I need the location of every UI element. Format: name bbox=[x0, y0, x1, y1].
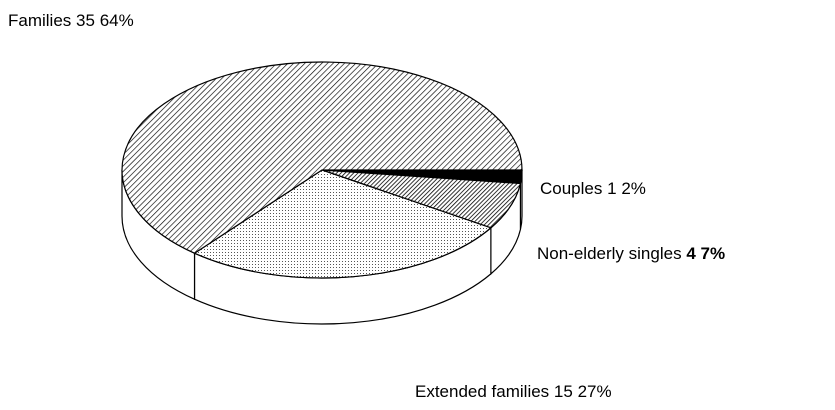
category: Extended families bbox=[415, 382, 549, 401]
slice-label: Extended families 15 27% bbox=[415, 382, 612, 401]
category: Non-elderly singles bbox=[537, 244, 682, 263]
slice-label: Non-elderly singles 4 7% bbox=[537, 244, 725, 263]
percent: 7% bbox=[701, 244, 726, 263]
count: 1 bbox=[607, 179, 616, 198]
pie bbox=[121, 61, 523, 325]
category: Families bbox=[8, 11, 71, 30]
category: Couples bbox=[540, 179, 602, 198]
slice bbox=[193, 169, 493, 279]
slice-label: Couples 1 2% bbox=[540, 179, 646, 198]
percent: 2% bbox=[621, 179, 646, 198]
count: 15 bbox=[554, 382, 573, 401]
count: 35 bbox=[76, 11, 95, 30]
percent: 64% bbox=[100, 11, 134, 30]
count: 4 bbox=[686, 244, 696, 263]
slice bbox=[121, 61, 523, 254]
slice-label: Families 35 64% bbox=[8, 11, 134, 30]
percent: 27% bbox=[578, 382, 612, 401]
